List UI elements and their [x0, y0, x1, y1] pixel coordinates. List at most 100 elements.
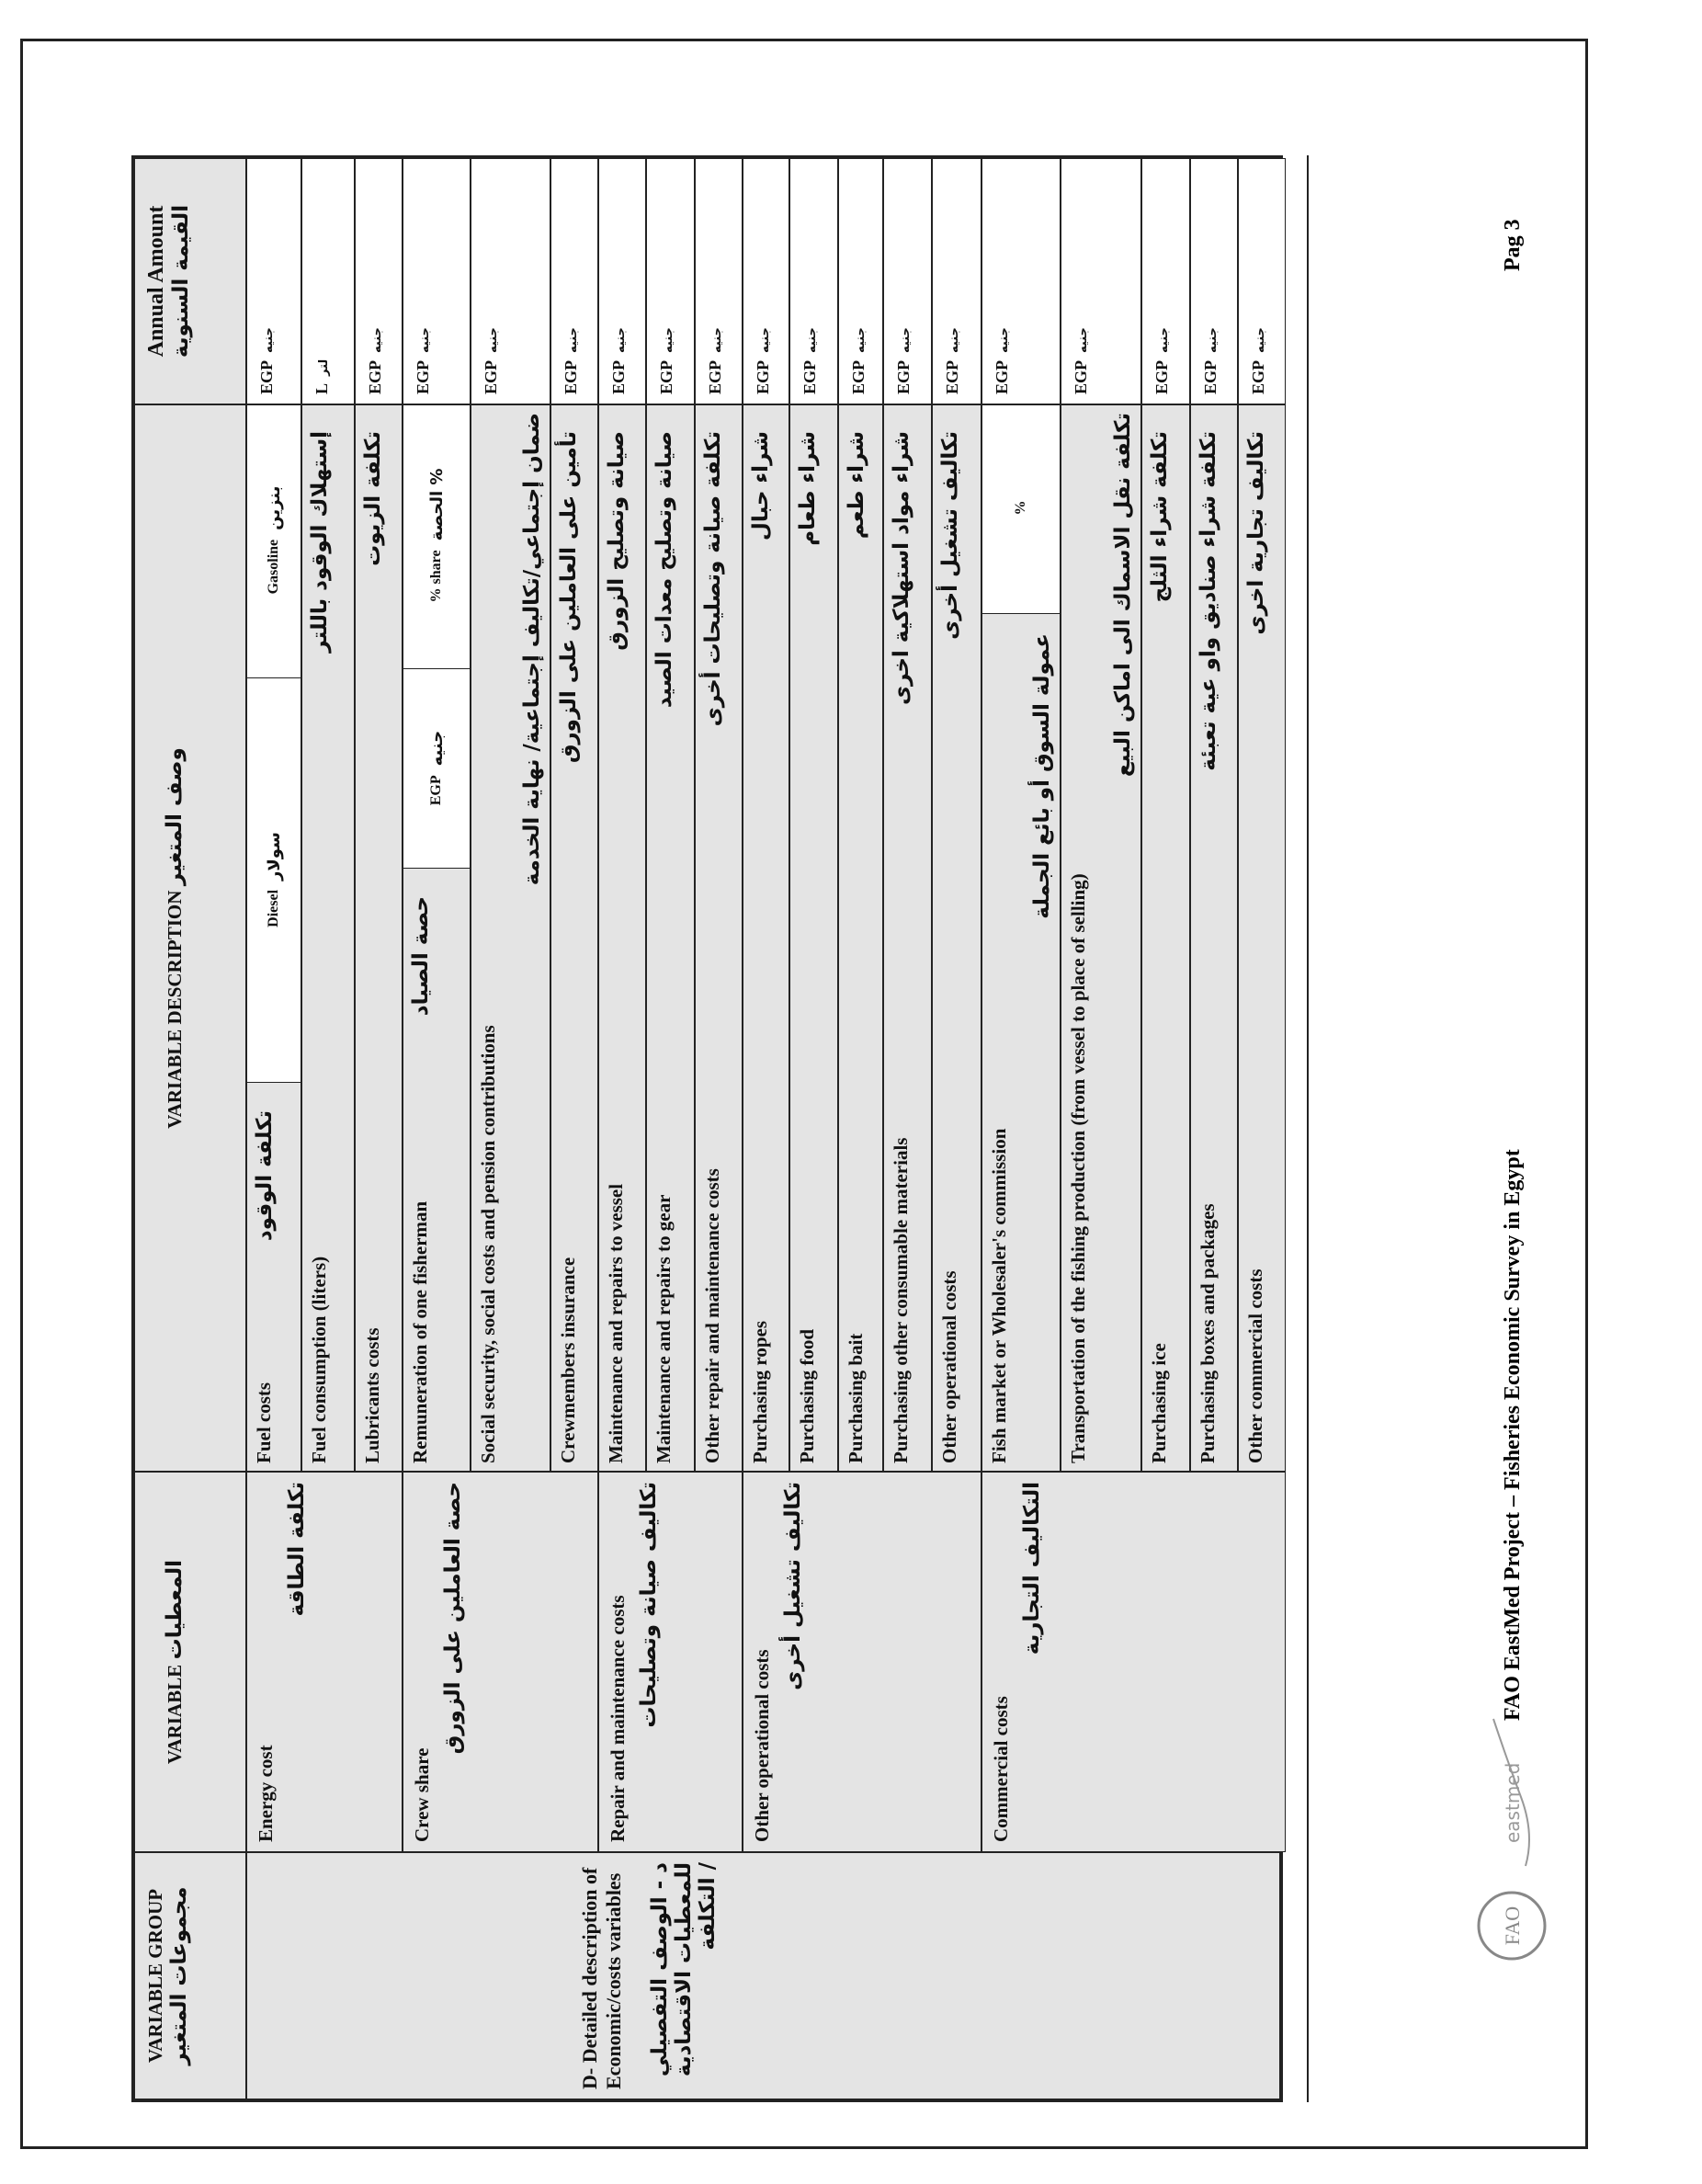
- annual-amount-field[interactable]: EGP جنيه: [1061, 158, 1141, 404]
- description-en: Purchasing ice: [1148, 1343, 1170, 1463]
- unit-ar: جنيه: [854, 327, 868, 353]
- description-ar: عمولة السوق أو بائع الجملة: [1030, 633, 1054, 919]
- annual-amount-field[interactable]: EGP جنيه: [789, 158, 838, 404]
- description-en: Purchasing bait: [845, 1333, 867, 1463]
- unit-en: EGP: [943, 359, 961, 394]
- annual-amount-field[interactable]: EGP جنيه: [246, 158, 301, 404]
- input-box[interactable]: %: [982, 404, 1060, 614]
- subgroup-en: Energy cost: [255, 1745, 277, 1842]
- description-ar: تكلفة صيانة وتصليحات أخرى: [701, 431, 725, 727]
- unit-en: EGP: [1249, 359, 1267, 394]
- subgroup-cell: Energy cost تكلفة الطاقة: [246, 1472, 403, 1852]
- annual-amount-field[interactable]: EGP جنيه: [355, 158, 403, 404]
- description-en: Fish market or Wholesaler's commission: [988, 1128, 1010, 1463]
- description-ar: شراء مواد استهلاكية اخرى: [890, 431, 913, 706]
- description-cell: Remuneration of one fisherman حصة الصياد E…: [403, 404, 471, 1472]
- input-box[interactable]: EGP جنيه: [403, 668, 470, 869]
- description-cell: Crewmembers insurance تأمين على العاملين …: [550, 404, 598, 1472]
- unit-ar: جنيه: [1076, 327, 1090, 353]
- description-cell: Fish market or Wholesaler's commission عم…: [981, 404, 1061, 1472]
- input-box[interactable]: Diesel سولار: [247, 677, 301, 1083]
- page-number: Pag 3: [1501, 219, 1525, 271]
- unit-en: EGP: [1072, 359, 1090, 394]
- svg-text:FAO: FAO: [1501, 1906, 1524, 1945]
- subgroup-ar: تكاليف تشغيل أخرى: [781, 1482, 805, 1690]
- unit-ar: جنيه: [805, 327, 819, 353]
- description-en: Purchasing boxes and packages: [1197, 1203, 1219, 1463]
- description-ar: إستهلاك الوقود باللتر: [308, 431, 332, 653]
- header-variable-group: VARIABLE GROUP مجموعات المتغير: [134, 1852, 246, 2099]
- annual-amount-field[interactable]: EGP جنيه: [646, 158, 695, 404]
- description-ar: تكلفة الزيوت: [361, 431, 385, 566]
- unit-en: EGP: [366, 359, 384, 394]
- unit-ar: جنيه: [262, 327, 276, 353]
- annual-amount-field[interactable]: EGP جنيه: [1238, 158, 1286, 404]
- input-box-label-ar: % الحصة: [426, 468, 447, 541]
- subgroup-ar: حصة العاملين على الزورق: [441, 1482, 465, 1755]
- description-en: Social security, social costs and pensio…: [477, 1025, 499, 1463]
- footer-project-title: FAO EastMed Project – Fisheries Economic…: [1501, 1149, 1525, 1721]
- annual-amount-field[interactable]: EGP جنيه: [743, 158, 789, 404]
- unit-ar: جنيه: [1254, 327, 1267, 353]
- input-box-label-en: EGP: [428, 775, 444, 806]
- description-en: Purchasing food: [796, 1328, 818, 1463]
- footer-divider: [1307, 155, 1309, 2102]
- description-en: Other operational costs: [938, 1270, 960, 1463]
- description-cell: Transportation of the fishing production…: [1061, 404, 1141, 1472]
- description-ar: شراء طعام: [796, 431, 820, 546]
- description-ar: حصة الصياد: [409, 896, 433, 1017]
- subgroup-en: Other operational costs: [751, 1649, 773, 1842]
- annual-amount-field[interactable]: L لتر: [301, 158, 355, 404]
- unit-ar: جنيه: [370, 327, 384, 353]
- unit-en: EGP: [562, 359, 580, 394]
- annual-amount-field[interactable]: EGP جنيه: [932, 158, 981, 404]
- subgroup-cell: Other operational costs تكاليف تشغيل أخرى: [743, 1472, 981, 1852]
- description-ar: تأمين على العاملين على الزورق: [557, 431, 581, 764]
- description-ar: تكاليف تشغيل أخرى: [938, 431, 962, 640]
- header-variable: VARIABLE المعطيات: [134, 1472, 246, 1852]
- unit-ar: جنيه: [710, 327, 724, 353]
- unit-ar: جنيه: [758, 327, 772, 353]
- fao-logo-icon: FAO: [1477, 1891, 1547, 1961]
- annual-amount-field[interactable]: EGP جنيه: [1190, 158, 1238, 404]
- annual-amount-field[interactable]: EGP جنيه: [883, 158, 932, 404]
- annual-amount-field[interactable]: EGP جنيه: [1141, 158, 1190, 404]
- input-box-label-en: Gasoline: [266, 539, 281, 595]
- group-en: D- Detailed description of Economic/cost…: [578, 1867, 625, 2089]
- header-description-en: VARIABLE DESCRIPTION: [164, 890, 186, 1129]
- unit-ar: جنيه: [566, 327, 580, 353]
- description-en: Other repair and maintenance costs: [701, 1168, 723, 1463]
- description-en: Maintenance and repairs to gear: [652, 1194, 675, 1463]
- description-en: Other commercial costs: [1244, 1268, 1266, 1464]
- header-annual-amount: Annual Amount القيمة السنوية: [134, 158, 246, 404]
- description-ar: شراء حبال: [749, 431, 773, 541]
- description-ar: شراء طعم: [845, 431, 868, 540]
- unit-en: EGP: [657, 359, 675, 394]
- annual-amount-field[interactable]: EGP جنيه: [838, 158, 883, 404]
- annual-amount-field[interactable]: EGP جنيه: [403, 158, 471, 404]
- annual-amount-field[interactable]: EGP جنيه: [981, 158, 1061, 404]
- unit-ar: جنيه: [947, 327, 961, 353]
- description-en: Purchasing ropes: [749, 1321, 771, 1463]
- description-en: Purchasing other consumable materials: [890, 1137, 912, 1463]
- document-page: VARIABLE GROUP مجموعات المتغير VARIABLE …: [20, 39, 1588, 2149]
- annual-amount-field[interactable]: EGP جنيه: [550, 158, 598, 404]
- header-description-ar: وصف المتغير: [163, 747, 187, 886]
- input-box[interactable]: % share % الحصة: [403, 404, 470, 669]
- unit-en: EGP: [706, 359, 724, 394]
- description-ar: ضمان إجتماعي/تكاليف إجتماعية/ نهاية الخد…: [520, 413, 544, 886]
- svg-text:eastmed: eastmed: [1502, 1763, 1524, 1843]
- description-cell: Purchasing ropes شراء حبال: [743, 404, 789, 1472]
- description-ar: تكلفة شراء الثلج: [1148, 431, 1172, 603]
- unit-ar: جنيه: [899, 327, 913, 353]
- variables-table: VARIABLE GROUP مجموعات المتغير VARIABLE …: [131, 155, 1286, 2102]
- annual-amount-field[interactable]: EGP جنيه: [471, 158, 550, 404]
- annual-amount-field[interactable]: EGP جنيه: [695, 158, 743, 404]
- description-cell: Other commercial costs تكاليف تجارية اخرى: [1238, 404, 1286, 1472]
- annual-amount-field[interactable]: EGP جنيه: [598, 158, 646, 404]
- description-cell: Fuel consumption (liters) إستهلاك الوقود …: [301, 404, 355, 1472]
- description-ar: صيانة وتصليح الزورق: [605, 431, 629, 651]
- header-group-ar: مجموعات المتغير: [167, 1886, 191, 2065]
- input-box[interactable]: Gasoline بنزين: [247, 404, 301, 678]
- unit-ar: جنيه: [662, 327, 675, 353]
